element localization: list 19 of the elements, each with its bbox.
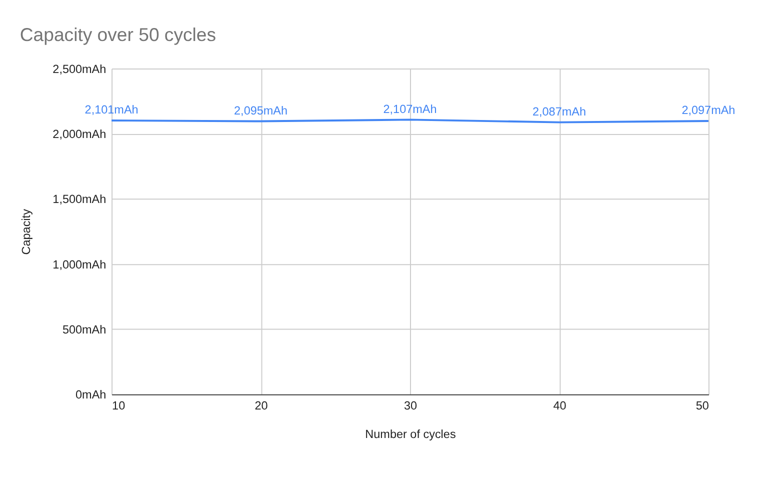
data-label: 2,087mAh xyxy=(532,105,586,118)
x-tick-label: 10 xyxy=(112,399,126,412)
data-label: 2,095mAh xyxy=(234,104,288,118)
data-label: 2,101mAh xyxy=(84,104,138,117)
y-axis-title: Capacity xyxy=(20,208,34,255)
data-label: 2,107mAh xyxy=(383,102,437,116)
y-tick-label: 1,500mAh xyxy=(52,193,106,206)
y-tick-label: 1,000mAh xyxy=(52,258,106,272)
data-label: 2,097mAh xyxy=(682,104,736,118)
y-tick-label: 2,000mAh xyxy=(52,128,106,142)
y-tick-label: 2,500mAh xyxy=(52,62,106,76)
x-tick-label: 20 xyxy=(254,399,268,412)
x-tick-label: 50 xyxy=(696,399,710,412)
y-tick-label: 500mAh xyxy=(62,324,106,337)
x-axis-title: Number of cycles xyxy=(365,428,456,441)
x-tick-label: 40 xyxy=(553,399,567,412)
y-tick-label: 0mAh xyxy=(76,388,106,402)
x-tick-label: 30 xyxy=(404,399,418,412)
chart-title: Capacity over 50 cycles xyxy=(20,24,216,46)
